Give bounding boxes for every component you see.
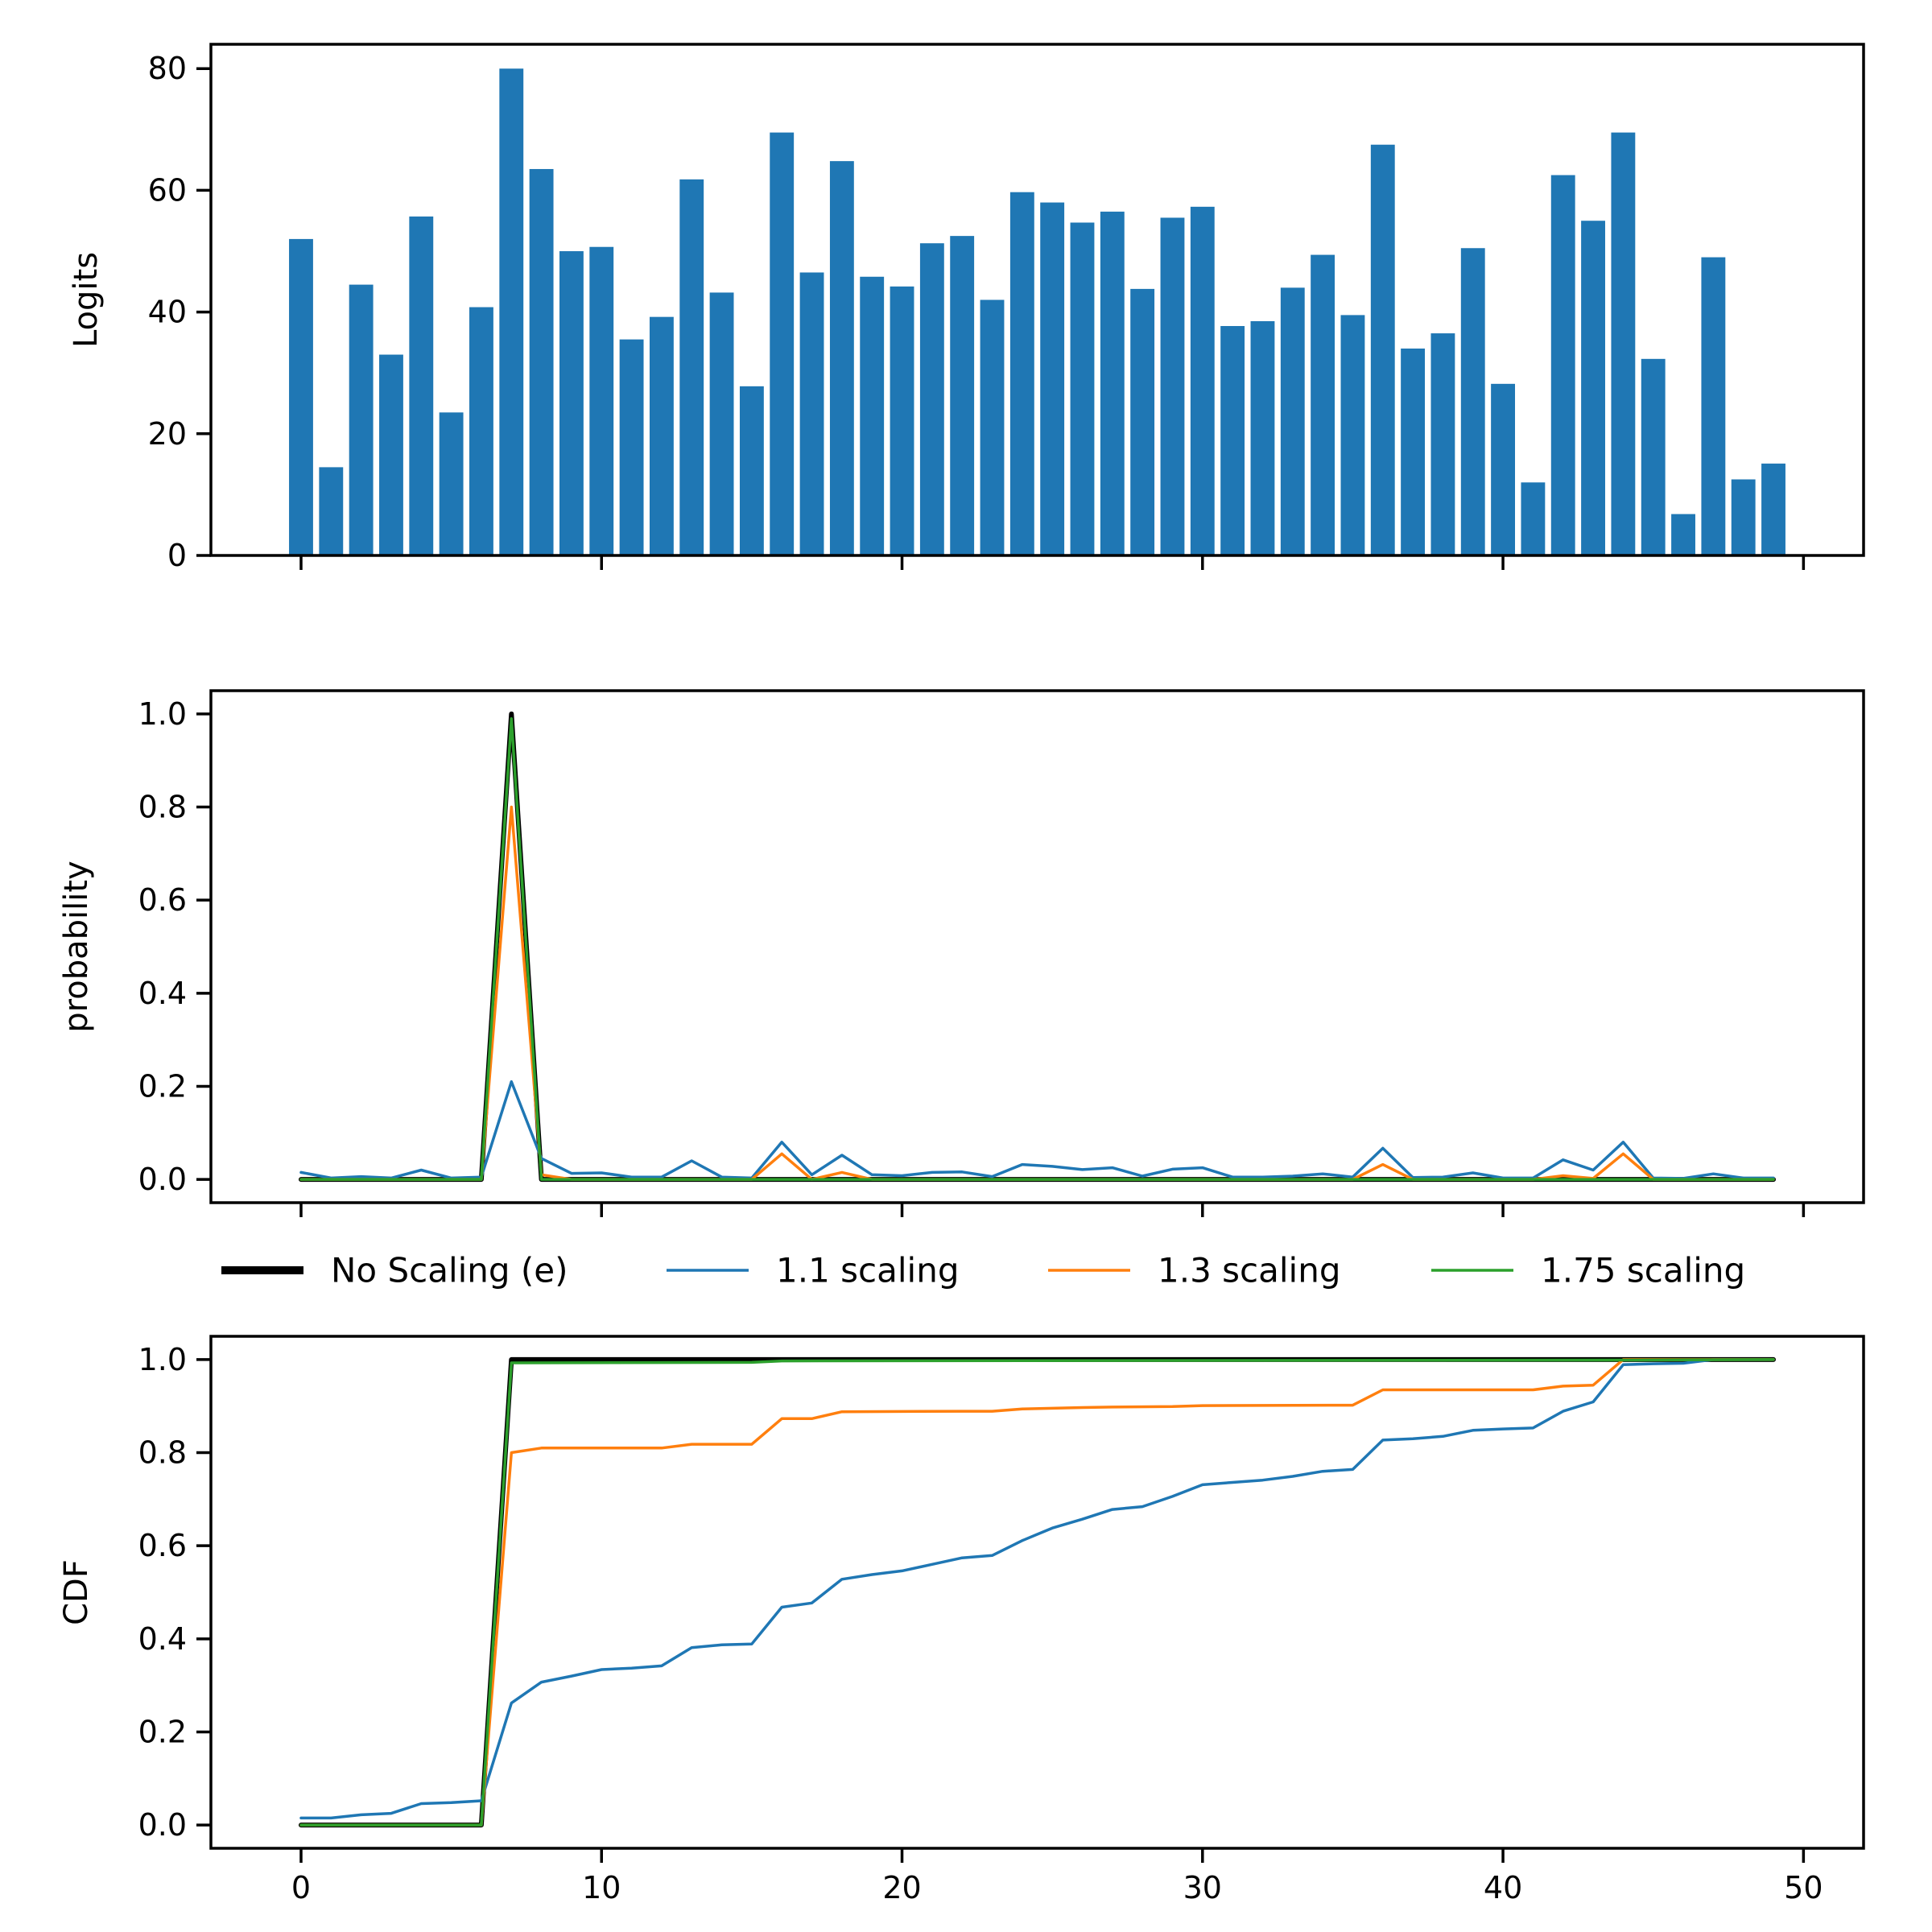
bar-48 — [1731, 479, 1756, 555]
bar-7 — [499, 68, 524, 555]
legend-label-2: 1.3 scaling — [1158, 1251, 1340, 1290]
bar-13 — [679, 179, 704, 555]
bar-9 — [559, 251, 584, 555]
bar-45 — [1641, 358, 1666, 555]
y-tick-label: 0.2 — [138, 1068, 187, 1104]
axes-frame — [209, 1335, 1865, 1850]
cdf-line-panel: 0.0 0.2 0.4 0.6 0.8 1.0 0 10 20 30 40 50 CDF — [58, 1335, 1865, 1905]
series-line-0 — [299, 1356, 1776, 1828]
bar-21 — [919, 243, 944, 555]
series-line-1 — [299, 1080, 1775, 1180]
y-tick-label: 0.0 — [138, 1162, 187, 1197]
bar-5 — [439, 412, 464, 555]
series-line-3 — [299, 716, 1775, 1181]
bar-22 — [950, 236, 975, 555]
bar-1 — [319, 467, 344, 555]
bar-37 — [1401, 348, 1426, 555]
y-tick-label: 0.4 — [138, 976, 187, 1011]
bar-23 — [980, 299, 1005, 555]
bar-19 — [860, 276, 885, 555]
bar-24 — [1009, 192, 1034, 555]
bar-49 — [1761, 463, 1785, 555]
bar-43 — [1581, 221, 1605, 555]
bar-33 — [1280, 287, 1305, 555]
bar-8 — [529, 168, 554, 555]
axes-frame — [209, 43, 1865, 557]
y-tick-label: 0.8 — [138, 1435, 187, 1471]
bar-35 — [1340, 315, 1365, 555]
x-tick-label: 40 — [1484, 1870, 1522, 1905]
logits-bar-panel: 0 20 40 60 80 Logits — [68, 43, 1865, 573]
bar-28 — [1130, 288, 1155, 555]
bar-12 — [649, 316, 674, 555]
bar-44 — [1611, 132, 1636, 555]
bar-0 — [289, 238, 313, 555]
y-tick-label: 0.8 — [138, 790, 187, 825]
bar-2 — [349, 284, 374, 555]
y-axis-label: Logits — [68, 252, 105, 348]
legend-label-0: No Scaling (e) — [331, 1251, 568, 1290]
bar-10 — [589, 246, 614, 555]
plot-area — [299, 1356, 1776, 1828]
y-tick-label: 0.4 — [138, 1621, 187, 1657]
x-tick-label: 10 — [582, 1870, 621, 1905]
bar-25 — [1040, 202, 1065, 555]
bar-41 — [1521, 482, 1546, 555]
y-tick-label: 0.0 — [138, 1807, 187, 1843]
x-tick-label: 0 — [291, 1870, 311, 1905]
bar-46 — [1671, 514, 1695, 555]
y-tick-label: 60 — [148, 172, 187, 208]
y-axis-label: CDF — [58, 1559, 95, 1625]
x-tick-label: 20 — [882, 1870, 921, 1905]
axes-frame — [209, 689, 1865, 1204]
bar-39 — [1460, 248, 1485, 555]
bar-30 — [1190, 206, 1215, 555]
bar-27 — [1100, 211, 1125, 555]
y-tick-label: 0.6 — [138, 882, 187, 918]
legend-label-3: 1.75 scaling — [1541, 1251, 1745, 1290]
bar-36 — [1370, 144, 1395, 555]
y-tick-label: 0 — [167, 538, 187, 573]
x-tick-label: 50 — [1784, 1870, 1823, 1905]
bar-29 — [1160, 217, 1185, 555]
bar-40 — [1491, 383, 1516, 555]
bar-3 — [379, 354, 403, 555]
bar-26 — [1070, 222, 1095, 555]
plot-area — [299, 711, 1776, 1183]
y-tick-label: 40 — [148, 295, 187, 330]
y-tick-label: 0.6 — [138, 1528, 187, 1563]
plot-area — [289, 68, 1785, 555]
y-tick-label: 80 — [148, 51, 187, 86]
bar-38 — [1430, 333, 1455, 555]
y-tick-label: 0.2 — [138, 1714, 187, 1749]
bar-31 — [1220, 326, 1245, 555]
y-tick-label: 1.0 — [138, 696, 187, 732]
series-line-1 — [299, 1358, 1775, 1820]
series-line-3 — [299, 1358, 1775, 1827]
bar-42 — [1550, 175, 1575, 555]
bar-15 — [739, 386, 764, 555]
bar-4 — [409, 216, 434, 555]
y-axis-label: probability — [58, 861, 95, 1032]
bar-16 — [770, 132, 795, 555]
bar-17 — [799, 272, 824, 555]
legend: No Scaling (e) 1.1 scaling 1.3 scaling 1.75… — [221, 1251, 1745, 1290]
bar-20 — [890, 286, 914, 555]
bar-11 — [619, 339, 644, 555]
bar-18 — [829, 161, 854, 555]
y-tick-label: 1.0 — [138, 1342, 187, 1377]
legend-label-1: 1.1 scaling — [776, 1251, 959, 1290]
bar-32 — [1250, 320, 1275, 555]
series-line-2 — [299, 1358, 1775, 1827]
bar-6 — [469, 307, 493, 555]
probability-line-panel: 0.0 0.2 0.4 0.6 0.8 1.0 probability — [58, 689, 1865, 1217]
x-tick-label: 30 — [1183, 1870, 1222, 1905]
bar-14 — [709, 292, 734, 555]
bar-34 — [1311, 254, 1335, 555]
y-tick-label: 20 — [148, 416, 187, 452]
bar-47 — [1701, 257, 1726, 555]
